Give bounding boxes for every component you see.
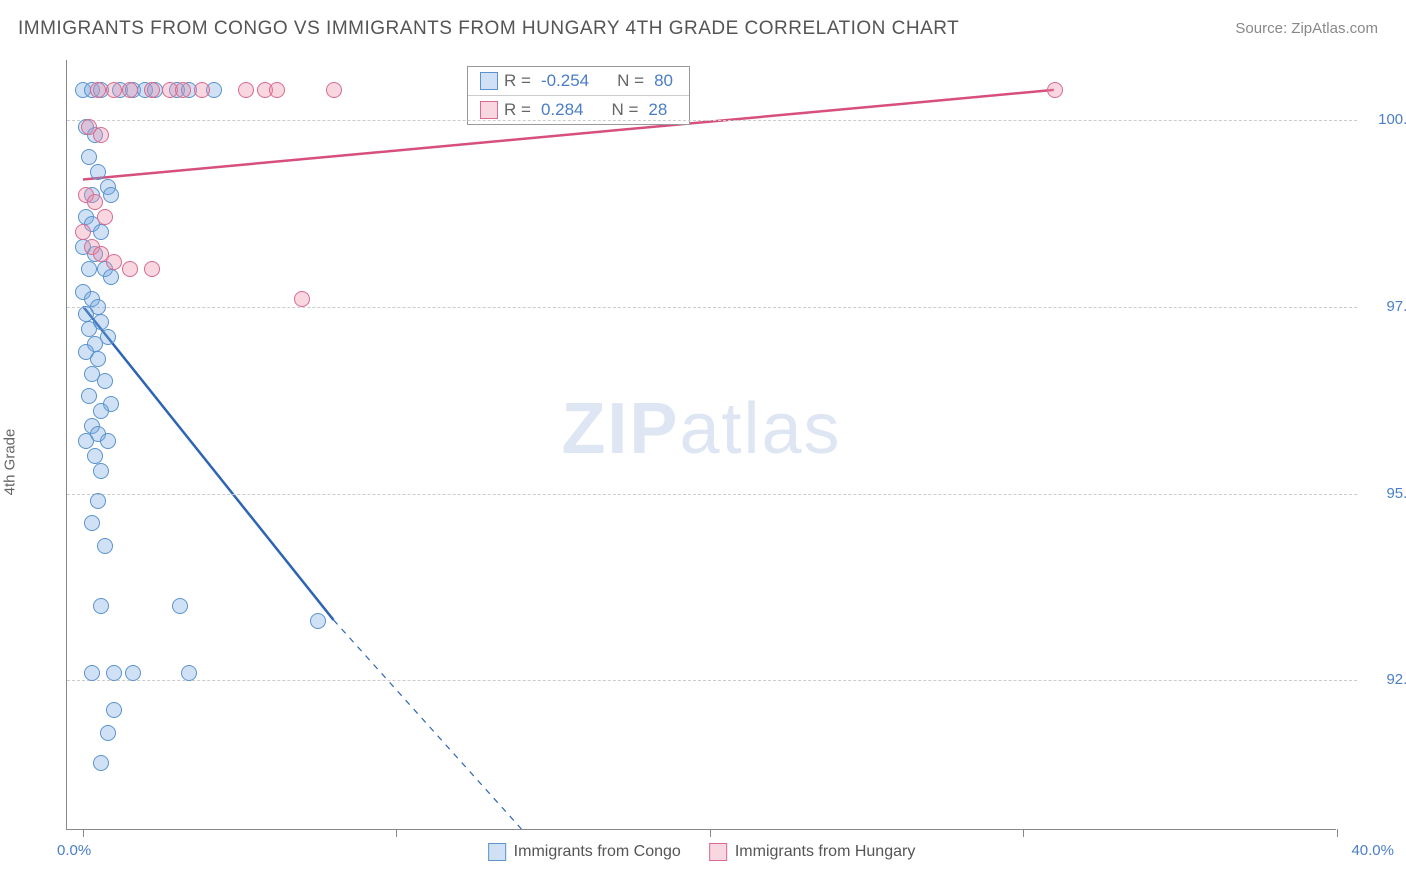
correlation-legend: R = -0.254 N = 80 R = 0.284 N = 28	[467, 66, 690, 125]
r-value-congo: -0.254	[537, 71, 593, 91]
data-point	[93, 224, 109, 240]
x-min-label: 0.0%	[57, 842, 91, 859]
chart-area: 4th Grade ZIPatlas R = -0.254 N = 80 R =…	[18, 52, 1388, 872]
source-label: Source:	[1235, 20, 1291, 37]
data-point	[326, 82, 342, 98]
data-point	[90, 164, 106, 180]
data-point	[106, 665, 122, 681]
data-point	[97, 373, 113, 389]
data-point	[78, 433, 94, 449]
data-point	[144, 82, 160, 98]
legend-item-hungary: Immigrants from Hungary	[709, 843, 916, 861]
data-point	[81, 388, 97, 404]
legend-label-congo: Immigrants from Congo	[514, 843, 681, 861]
x-tick	[83, 829, 84, 837]
data-point	[106, 254, 122, 270]
data-point	[84, 665, 100, 681]
source-value: ZipAtlas.com	[1291, 20, 1378, 37]
swatch-hungary-icon	[709, 843, 727, 861]
gridline: 100.0%	[67, 120, 1357, 121]
data-point	[87, 194, 103, 210]
regression-line	[83, 306, 334, 620]
y-tick-label: 97.5%	[1386, 298, 1406, 315]
data-point	[100, 433, 116, 449]
data-point	[78, 306, 94, 322]
data-point	[194, 82, 210, 98]
swatch-hungary	[480, 101, 498, 119]
data-point	[172, 598, 188, 614]
data-point	[87, 448, 103, 464]
data-point	[1047, 82, 1063, 98]
data-point	[81, 321, 97, 337]
data-point	[97, 209, 113, 225]
data-point	[181, 665, 197, 681]
gridline: 92.5%	[67, 680, 1357, 681]
legend-row-congo: R = -0.254 N = 80	[468, 67, 689, 95]
y-tick-label: 100.0%	[1378, 111, 1406, 128]
x-tick	[1337, 829, 1338, 837]
data-point	[144, 261, 160, 277]
data-point	[90, 351, 106, 367]
data-point	[294, 291, 310, 307]
y-tick-label: 92.5%	[1386, 671, 1406, 688]
chart-title: IMMIGRANTS FROM CONGO VS IMMIGRANTS FROM…	[18, 18, 959, 40]
data-point	[122, 261, 138, 277]
data-point	[81, 149, 97, 165]
data-point	[97, 538, 113, 554]
swatch-congo-icon	[488, 843, 506, 861]
watermark: ZIPatlas	[561, 388, 841, 470]
data-point	[84, 515, 100, 531]
data-point	[81, 261, 97, 277]
y-axis-label: 4th Grade	[2, 429, 19, 496]
x-max-label: 40.0%	[1351, 842, 1394, 859]
x-tick	[1023, 829, 1024, 837]
gridline: 95.0%	[67, 494, 1357, 495]
data-point	[106, 702, 122, 718]
y-tick-label: 95.0%	[1386, 485, 1406, 502]
data-point	[100, 725, 116, 741]
data-point	[93, 463, 109, 479]
data-point	[93, 127, 109, 143]
n-value-congo: 80	[650, 71, 677, 91]
gridline: 97.5%	[67, 307, 1357, 308]
regression-line-extrapolated	[334, 620, 522, 829]
legend-item-congo: Immigrants from Congo	[488, 843, 681, 861]
n-value-hungary: 28	[644, 100, 671, 120]
plot-region: ZIPatlas R = -0.254 N = 80 R = 0.284 N =…	[66, 60, 1336, 830]
data-point	[90, 493, 106, 509]
source: Source: ZipAtlas.com	[1235, 20, 1378, 38]
series-legend: Immigrants from Congo Immigrants from Hu…	[488, 843, 916, 861]
data-point	[238, 82, 254, 98]
x-tick	[710, 829, 711, 837]
data-point	[175, 82, 191, 98]
data-point	[106, 82, 122, 98]
data-point	[75, 224, 91, 240]
data-point	[90, 82, 106, 98]
x-tick	[396, 829, 397, 837]
data-point	[269, 82, 285, 98]
data-point	[310, 613, 326, 629]
data-point	[125, 665, 141, 681]
data-point	[122, 82, 138, 98]
data-point	[103, 269, 119, 285]
data-point	[93, 403, 109, 419]
data-point	[93, 755, 109, 771]
r-value-hungary: 0.284	[537, 100, 588, 120]
data-point	[93, 598, 109, 614]
data-point	[103, 187, 119, 203]
regression-lines	[67, 60, 1336, 829]
swatch-congo	[480, 72, 498, 90]
legend-label-hungary: Immigrants from Hungary	[735, 843, 916, 861]
